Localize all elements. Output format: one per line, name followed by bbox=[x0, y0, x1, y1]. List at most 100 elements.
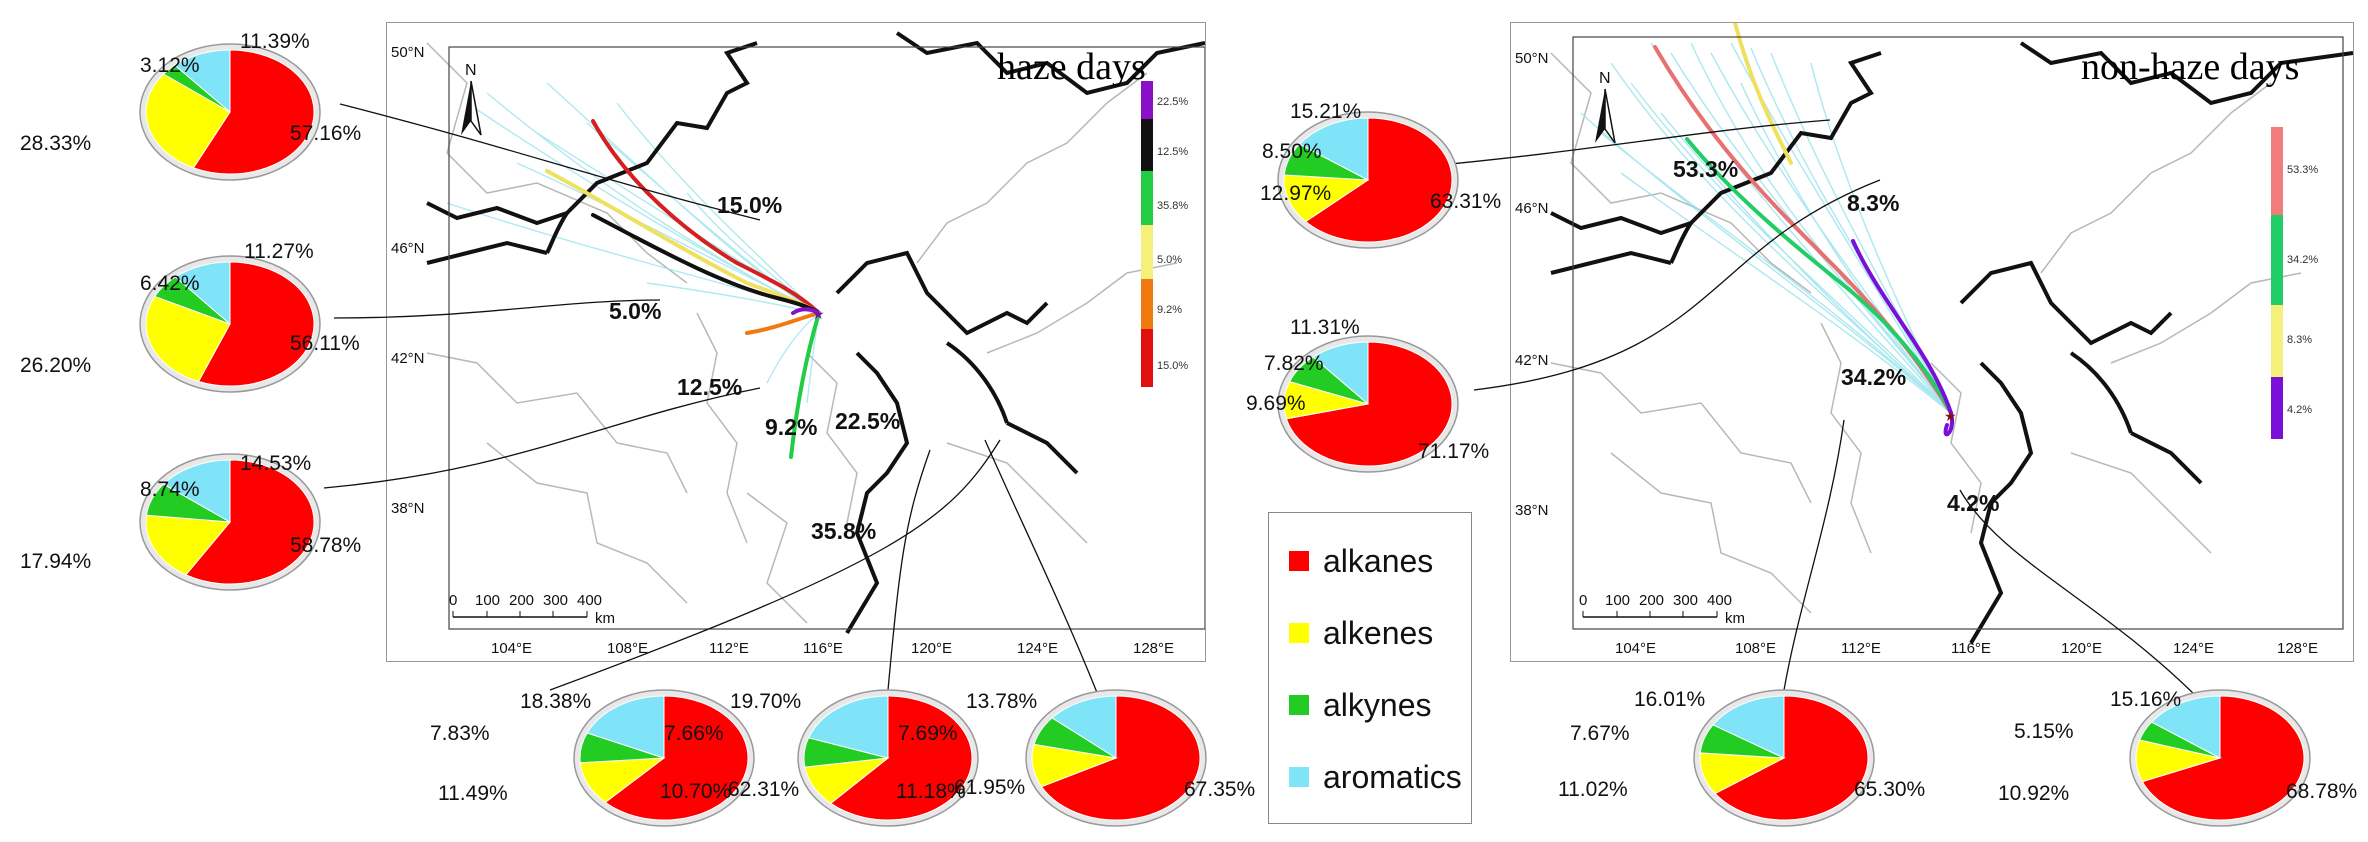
pie-value-label: 68.78% bbox=[2286, 780, 2357, 803]
pie-slice-aromatics bbox=[586, 695, 665, 759]
lon-tick-124: 124°E bbox=[1017, 640, 1058, 657]
svg-text:34.2%: 34.2% bbox=[2287, 254, 2318, 266]
pie-value-label: 11.27% bbox=[244, 240, 314, 263]
svg-text:300: 300 bbox=[1673, 592, 1698, 609]
pie-slice-alkanes bbox=[197, 261, 315, 387]
cluster-label-8: 8.3% bbox=[1847, 190, 1899, 216]
pie-value-label: 71.17% bbox=[1418, 440, 1489, 463]
lon-tick-116: 116°E bbox=[1951, 640, 1991, 657]
pie-rim bbox=[1277, 335, 1459, 473]
legend-item-alkynes: alkynes bbox=[1289, 685, 1432, 725]
trajectory-cluster-4 bbox=[1851, 239, 1955, 437]
pie-haze-35-8: 61.95% 10.70% 7.66% 19.70% bbox=[660, 689, 1025, 827]
cluster-label-35: 35.8% bbox=[811, 518, 876, 544]
legend-label: alkanes bbox=[1323, 542, 1434, 579]
receptor-star: ★ bbox=[1944, 410, 1957, 425]
pie-slice-alkynes bbox=[162, 64, 231, 113]
pie-value-label: 11.39% bbox=[240, 30, 310, 53]
svg-text:300: 300 bbox=[543, 592, 568, 609]
svg-text:5.0%: 5.0% bbox=[1157, 254, 1182, 266]
pie-slice-alkynes bbox=[153, 276, 231, 325]
lon-tick-124: 124°E bbox=[2173, 640, 2214, 657]
pie-value-label: 10.92% bbox=[1998, 782, 2069, 805]
pie-rim bbox=[573, 689, 755, 827]
pie-slice-alkenes bbox=[2135, 739, 2222, 783]
pie-value-label: 61.95% bbox=[954, 776, 1025, 799]
svg-text:15.0%: 15.0% bbox=[1157, 360, 1188, 372]
svg-text:8.3%: 8.3% bbox=[2287, 334, 2312, 346]
svg-text:400: 400 bbox=[1707, 592, 1732, 609]
pie-nonhaze-34-2: 65.30% 11.02% 7.67%16.01% bbox=[1558, 688, 1925, 827]
pie-nonhaze-4-2: 68.78% 10.92% 5.15% 15.16% bbox=[1998, 688, 2357, 827]
pie-value-label: 56.11% bbox=[290, 332, 360, 355]
pie-haze-5-0: 56.11% 26.20% 6.42% 11.27% bbox=[20, 240, 360, 393]
map-title: non-haze days bbox=[2081, 46, 2299, 88]
svg-text:400: 400 bbox=[577, 592, 602, 609]
svg-text:100: 100 bbox=[475, 592, 500, 609]
lon-tick-120: 120°E bbox=[2061, 640, 2102, 657]
lon-tick-112: 112°E bbox=[1841, 640, 1881, 657]
pie-value-label: 11.18% bbox=[896, 780, 966, 803]
lon-tick-108: 108°E bbox=[1735, 640, 1776, 657]
pie-haze-22-5: 67.35% 11.18% 7.69% 13.78% bbox=[896, 689, 1255, 827]
pie-value-label: 57.16% bbox=[290, 122, 361, 145]
svg-text:km: km bbox=[1725, 610, 1745, 627]
pie-slice-alkanes bbox=[2141, 695, 2305, 821]
lon-tick-108: 108°E bbox=[607, 640, 648, 657]
pie-value-label: 9.69% bbox=[1246, 392, 1306, 415]
pie-slice-alkenes bbox=[579, 757, 666, 803]
pie-slice-alkynes bbox=[579, 732, 665, 764]
pie-value-label: 8.50% bbox=[1262, 140, 1322, 163]
scale-bar: 0 100 200 300 400 km bbox=[1579, 592, 1745, 627]
pie-slice-alkenes bbox=[1283, 174, 1370, 223]
lon-tick-120: 120°E bbox=[911, 640, 952, 657]
pie-slice-alkanes bbox=[604, 695, 749, 821]
cluster-colorbar: 22.5% 12.5% 35.8% 5.0% 9.2% 15.0% bbox=[1141, 81, 1188, 387]
cluster-label-9: 9.2% bbox=[765, 414, 817, 440]
legend-item-aromatics: aromatics bbox=[1289, 757, 1462, 797]
pie-slice-alkanes bbox=[1285, 341, 1453, 467]
svg-text:★: ★ bbox=[1944, 410, 1957, 425]
pie-haze-15-0: 57.16% 28.33% 3.12% 11.39% bbox=[20, 30, 361, 181]
pie-slice-alkenes bbox=[1283, 381, 1369, 420]
cluster-label-5: 5.0% bbox=[609, 298, 661, 324]
pie-value-label: 62.31% bbox=[728, 778, 799, 801]
legend-item-alkenes: alkenes bbox=[1289, 613, 1433, 653]
pie-value-label: 67.35% bbox=[1184, 778, 1255, 801]
pie-slice-alkynes bbox=[2138, 721, 2221, 759]
pie-slice-alkanes bbox=[1040, 695, 1201, 821]
north-arrow-icon: N bbox=[1595, 70, 1616, 144]
pie-rim bbox=[1277, 111, 1459, 249]
lon-tick-128: 128°E bbox=[1133, 640, 1174, 657]
pie-slice-alkynes bbox=[1699, 724, 1785, 759]
pie-slice-aromatics bbox=[174, 49, 231, 114]
legend-swatch bbox=[1289, 695, 1309, 715]
legend-label: aromatics bbox=[1323, 758, 1462, 795]
pie-value-label: 28.33% bbox=[20, 132, 91, 155]
svg-text:4.2%: 4.2% bbox=[2287, 404, 2312, 416]
pie-nonhaze-8-3: 71.17% 9.69% 7.82% 11.31% bbox=[1246, 316, 1489, 473]
pie-value-label: 26.20% bbox=[20, 354, 91, 377]
pie-slice-alkanes bbox=[1714, 695, 1869, 821]
pie-slice-alkenes bbox=[145, 295, 231, 383]
pie-slice-alkanes bbox=[185, 459, 315, 585]
svg-text:N: N bbox=[1599, 70, 1611, 87]
svg-text:200: 200 bbox=[509, 592, 534, 609]
province-borders bbox=[1550, 52, 2302, 614]
pie-slice-aromatics bbox=[2150, 695, 2221, 759]
svg-text:12.5%: 12.5% bbox=[1157, 146, 1188, 158]
pie-slice-aromatics bbox=[1051, 695, 1117, 759]
haze-map-canvas: ★ 15.0% 5.0% 12.5% 9.2% 22.5% 35.8% haze… bbox=[391, 31, 1205, 657]
svg-text:0: 0 bbox=[1579, 592, 1587, 609]
legend-swatch bbox=[1289, 551, 1309, 571]
lat-tick-46: 46°N bbox=[391, 240, 425, 257]
cluster-colorbar: 53.3% 34.2% 8.3% 4.2% bbox=[2271, 127, 2318, 439]
svg-text:★: ★ bbox=[812, 308, 825, 323]
svg-text:0: 0 bbox=[449, 592, 457, 609]
cluster-label-12: 12.5% bbox=[677, 374, 742, 400]
pie-value-label: 15.21% bbox=[1290, 100, 1361, 123]
pie-slice-aromatics bbox=[174, 261, 231, 326]
non-haze-days-map: ★ 53.3% 8.3% 34.2% 4.2% non-haze days N … bbox=[1510, 22, 2354, 662]
pie-value-label: 16.01% bbox=[1634, 688, 1705, 711]
pie-value-label: 13.78% bbox=[966, 690, 1037, 713]
